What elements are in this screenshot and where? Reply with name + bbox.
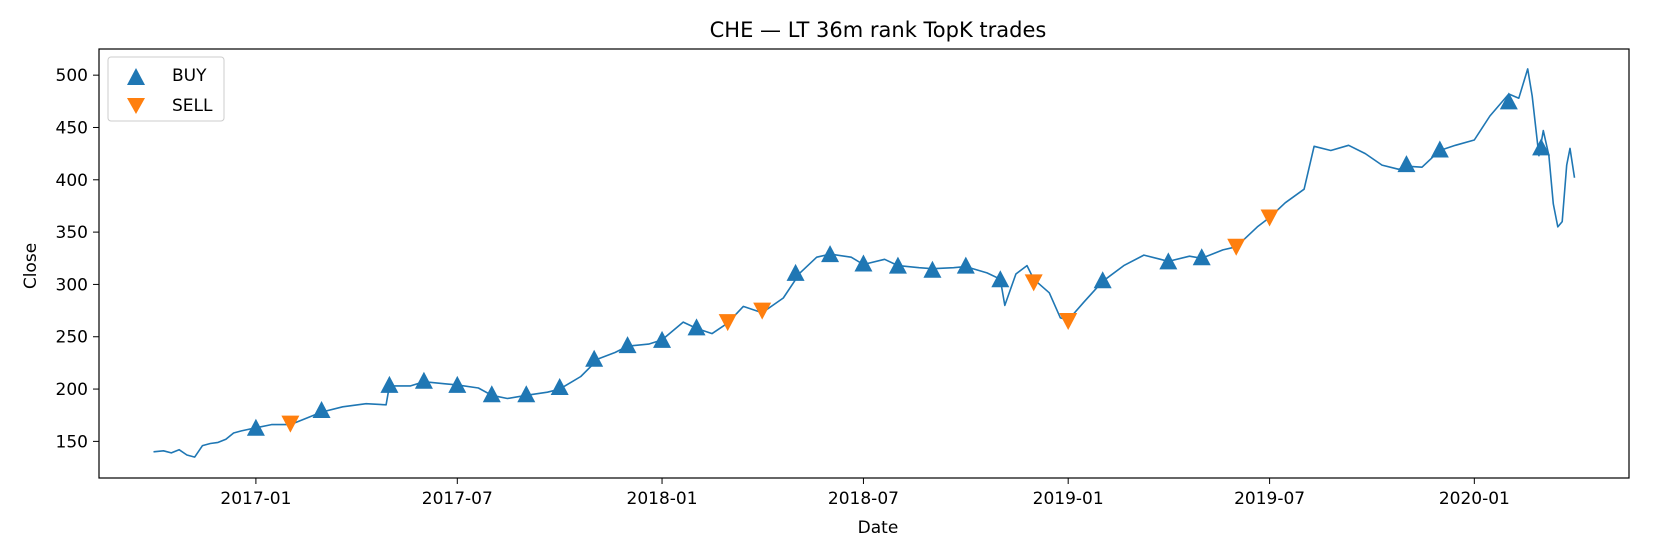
legend: BUY SELL — [107, 56, 225, 122]
buy-marker — [517, 385, 536, 403]
buy-marker — [618, 336, 637, 354]
buy-marker — [1159, 252, 1178, 270]
x-tick-label: 2017-07 — [422, 489, 493, 509]
buy-marker — [1192, 248, 1211, 266]
x-tick-label: 2018-07 — [828, 489, 899, 509]
sell-marker — [1059, 313, 1078, 331]
y-tick-label: 350 — [56, 223, 88, 243]
sell-marker — [753, 302, 772, 320]
axes-frame — [98, 48, 1630, 479]
buy-marker — [312, 400, 331, 418]
buy-marker — [821, 245, 840, 263]
buy-marker — [1397, 155, 1416, 173]
buy-marker — [956, 256, 975, 274]
sell-marker — [1024, 274, 1043, 292]
legend-sell-label: SELL — [172, 96, 213, 116]
y-tick-label: 500 — [56, 66, 88, 86]
buy-marker — [854, 254, 873, 272]
y-tick-label: 250 — [56, 328, 88, 348]
buy-marker — [1093, 271, 1112, 289]
buy-marker — [482, 385, 501, 403]
sell-marker — [718, 314, 737, 332]
y-axis: 150 200 250 300 350 400 450 500 — [56, 66, 99, 452]
y-tick-label: 150 — [56, 432, 88, 452]
legend-buy-marker — [127, 68, 145, 85]
buy-marker — [786, 263, 805, 281]
x-tick-label: 2018-01 — [627, 489, 698, 509]
x-tick-label: 2019-01 — [1033, 489, 1104, 509]
buy-marker — [380, 375, 399, 393]
buy-marker — [246, 418, 265, 436]
legend-sell-marker — [127, 98, 145, 114]
y-tick-label: 450 — [56, 118, 88, 138]
buy-marker — [687, 318, 706, 336]
buy-marker — [585, 349, 604, 367]
buy-marker — [414, 371, 433, 389]
chart-title: CHE — LT 36m rank TopK trades — [710, 18, 1047, 42]
buy-marker — [923, 260, 942, 278]
x-axis: 2017-01 2017-07 2018-01 2018-07 2019-01 2019-… — [220, 478, 1510, 509]
buy-marker — [1430, 140, 1449, 158]
buy-marker — [888, 256, 907, 274]
y-tick-label: 200 — [56, 380, 88, 400]
sell-marker — [1260, 209, 1279, 227]
x-tick-label: 2020-01 — [1439, 489, 1510, 509]
sell-marker — [281, 415, 300, 433]
y-tick-label: 300 — [56, 275, 88, 295]
y-tick-label: 400 — [56, 171, 88, 191]
buy-marker — [550, 377, 569, 395]
buy-marker — [653, 330, 672, 348]
legend-buy-label: BUY — [172, 66, 207, 86]
x-axis-label: Date — [858, 518, 899, 538]
price-line — [153, 68, 1576, 458]
y-axis-label: Close — [21, 243, 41, 289]
plot-area — [153, 68, 1576, 458]
sell-marker — [1227, 238, 1246, 256]
x-tick-label: 2017-01 — [220, 489, 291, 509]
buy-marker — [448, 375, 467, 393]
buy-marker — [991, 270, 1010, 288]
buy-marker — [1532, 138, 1551, 156]
x-tick-label: 2019-07 — [1234, 489, 1305, 509]
buy-marker — [1499, 92, 1518, 110]
